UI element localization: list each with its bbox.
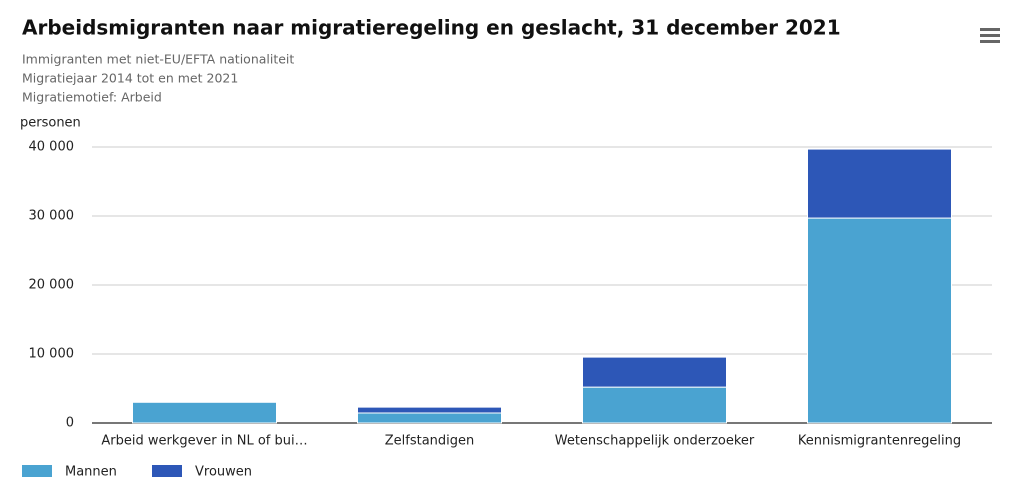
legend-swatch[interactable] (22, 465, 52, 477)
y-tick-label: 0 (66, 416, 74, 431)
x-tick-label: Wetenschappelijk onderzoeker (555, 434, 755, 449)
subtitle: Immigranten met niet-EU/EFTA nationalite… (22, 52, 294, 67)
x-tick-label: Kennismigrantenregeling (798, 434, 961, 449)
subtitle: Migratiemotief: Arbeid (22, 90, 162, 105)
y-tick-label: 30 000 (29, 209, 75, 224)
bar-segment (357, 412, 502, 424)
menu-bar (980, 28, 1000, 31)
bar-segment (582, 386, 727, 424)
bar-segment (582, 356, 727, 388)
bar-segment (132, 401, 277, 424)
y-tick-label: 10 000 (29, 347, 75, 362)
bar-segment (357, 406, 502, 414)
menu-button[interactable] (980, 28, 1000, 43)
y-tick-label: 20 000 (29, 278, 75, 293)
x-tick-label: Arbeid werkgever in NL of bui… (101, 434, 307, 449)
legend-label[interactable]: Vrouwen (195, 465, 252, 480)
bar-segment (807, 217, 952, 424)
menu-bar (980, 40, 1000, 43)
legend-swatch[interactable] (152, 465, 182, 477)
legend-label[interactable]: Mannen (65, 465, 117, 480)
menu-bar (980, 34, 1000, 37)
bar-segment (807, 148, 952, 219)
chart-title: Arbeidsmigranten naar migratieregeling e… (22, 16, 841, 40)
y-axis-label: personen (20, 116, 81, 131)
x-tick-label: Zelfstandigen (385, 434, 475, 449)
subtitle: Migratiejaar 2014 tot en met 2021 (22, 71, 238, 86)
y-tick-label: 40 000 (29, 140, 75, 155)
